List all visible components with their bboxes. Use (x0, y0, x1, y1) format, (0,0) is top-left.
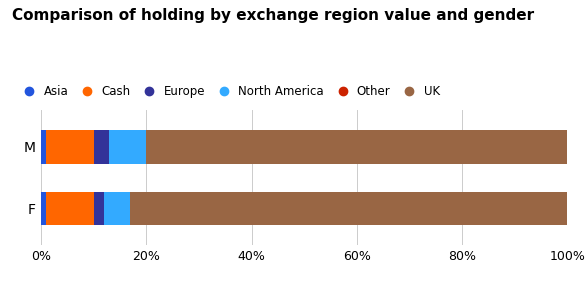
Bar (41, 191, 46, 225)
Bar (146, 130, 567, 164)
Bar (46, 191, 94, 225)
Text: Comparison of holding by exchange region value and gender: Comparison of holding by exchange region… (12, 8, 534, 23)
Bar (130, 191, 567, 225)
Bar (46, 130, 94, 164)
Legend: Asia, Cash, Europe, North America, Other, UK: Asia, Cash, Europe, North America, Other… (18, 85, 440, 98)
Bar (104, 191, 130, 225)
Bar (109, 130, 146, 164)
Bar (94, 130, 109, 164)
Bar (94, 191, 104, 225)
Bar (41, 130, 46, 164)
